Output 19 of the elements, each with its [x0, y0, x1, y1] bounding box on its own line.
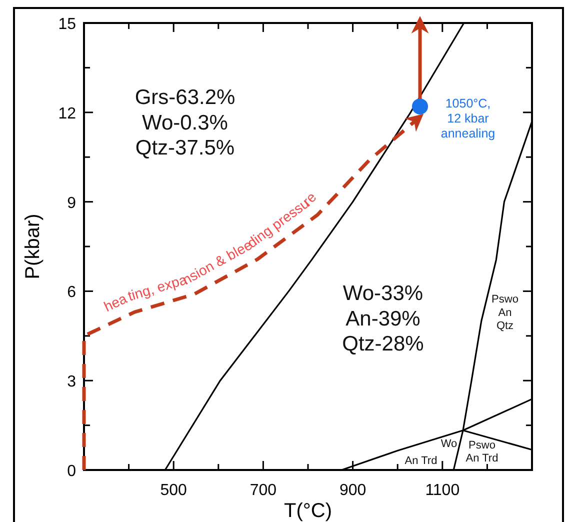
x-tick-label: 1100: [425, 482, 460, 499]
annotation: Wo-33% An-39% Qtz-28%: [342, 282, 424, 356]
annotation: Pswo An Trd: [466, 439, 498, 464]
y-tick-label: 12: [58, 105, 76, 122]
annotation: Wo: [440, 438, 458, 450]
y-tick-label: 6: [67, 284, 76, 302]
annotation: Pswo An Qtz: [492, 294, 518, 332]
y-tick-label: 9: [67, 194, 76, 212]
y-axis-title: P(kbar): [22, 214, 44, 280]
annotation: An Trd: [404, 454, 438, 467]
x-axis-title: T(°C): [284, 500, 332, 522]
x-tick-label: 500: [160, 482, 188, 499]
x-tick-label: 700: [250, 482, 277, 499]
y-tick-label: 0: [67, 463, 76, 480]
annotation: Grs-63.2% Wo-0.3% Qtz-37.5%: [134, 86, 236, 160]
x-tick-label: 900: [339, 482, 366, 499]
annotation: 1050°C, 12 kbar annealing: [440, 96, 496, 140]
y-tick-label: 15: [58, 16, 76, 33]
y-tick-label: 3: [67, 374, 76, 391]
